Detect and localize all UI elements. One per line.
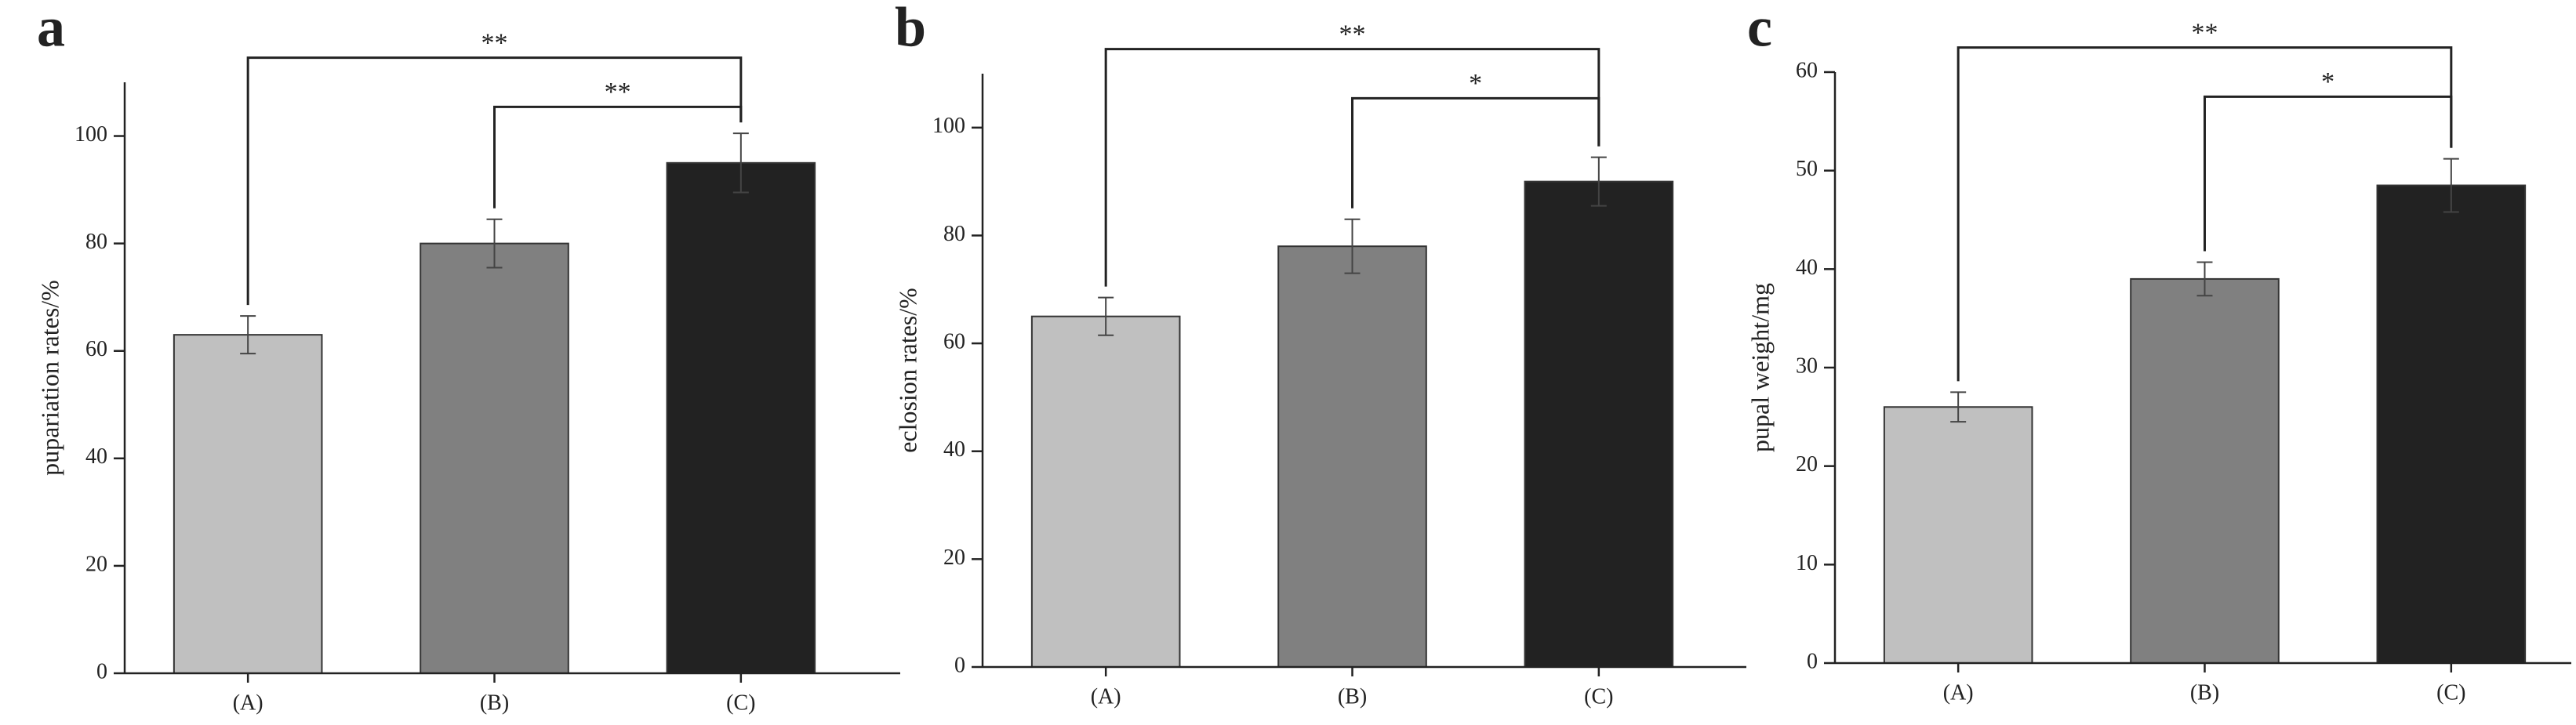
y-axis-label: pupal weight/mg [1746, 283, 1774, 452]
y-tick-label: 40 [1796, 256, 1818, 280]
bar [1883, 406, 2033, 664]
significance-label: * [1469, 69, 1482, 98]
y-tick-label: 20 [1796, 452, 1818, 477]
x-tick-label: (C) [2436, 680, 2465, 705]
panel-letter: b [895, 0, 926, 59]
bar [2376, 184, 2527, 664]
y-axis-label: pupariation rates/% [35, 280, 64, 476]
y-tick-label: 40 [943, 437, 965, 462]
y-tick-label: 100 [74, 122, 107, 147]
y-tick-label: 80 [943, 222, 965, 246]
error-bar [1950, 391, 1967, 423]
significance-bracket [493, 105, 743, 208]
y-tick-label: 50 [1796, 157, 1818, 181]
error-bar [240, 315, 256, 355]
y-tick-label: 80 [85, 230, 107, 254]
y-tick-label: 0 [1807, 649, 1818, 673]
y-tick-label: 30 [1796, 353, 1818, 378]
error-bar [486, 218, 503, 269]
panel-letter: a [37, 0, 65, 59]
significance-bracket [246, 56, 743, 306]
bar [420, 242, 569, 674]
x-tick-label: (A) [1943, 680, 1974, 705]
bar [1277, 245, 1427, 668]
bar [173, 334, 323, 674]
y-tick-label: 20 [943, 546, 965, 570]
y-tick-label: 60 [943, 330, 965, 354]
significance-label: ** [605, 78, 631, 107]
x-tick-label: (B) [480, 691, 509, 715]
bar [1030, 315, 1181, 668]
significance-bracket [2204, 95, 2453, 252]
error-bar [1590, 156, 1607, 207]
significance-label: * [2321, 67, 2334, 96]
y-tick-label: 100 [932, 114, 965, 138]
y-tick-label: 0 [954, 653, 965, 677]
bar [666, 161, 816, 674]
error-bar [1098, 296, 1114, 336]
y-tick-label: 40 [85, 444, 107, 469]
y-tick-label: 0 [96, 659, 107, 683]
panel-letter: c [1747, 0, 1772, 59]
x-tick-label: (C) [726, 691, 755, 715]
y-tick-label: 20 [85, 552, 107, 576]
x-tick-label: (A) [1091, 684, 1121, 709]
x-tick-label: (A) [233, 691, 263, 715]
error-bar [1344, 218, 1361, 274]
y-tick-label: 10 [1796, 551, 1818, 575]
x-tick-label: (C) [1584, 684, 1613, 709]
x-tick-label: (B) [1338, 684, 1367, 709]
bar [2130, 277, 2280, 664]
significance-label: ** [2192, 18, 2218, 47]
error-bar [732, 132, 749, 194]
x-tick-label: (B) [2190, 680, 2219, 705]
error-bar [2443, 158, 2459, 213]
y-tick-label: 60 [1796, 58, 1818, 82]
error-bar [2196, 261, 2213, 297]
y-tick-label: 60 [85, 337, 107, 361]
bar [1524, 180, 1674, 669]
significance-bracket [1351, 96, 1600, 208]
significance-label: ** [1339, 20, 1366, 49]
y-axis-label: eclosion rates/% [893, 288, 921, 453]
significance-label: ** [481, 28, 508, 57]
